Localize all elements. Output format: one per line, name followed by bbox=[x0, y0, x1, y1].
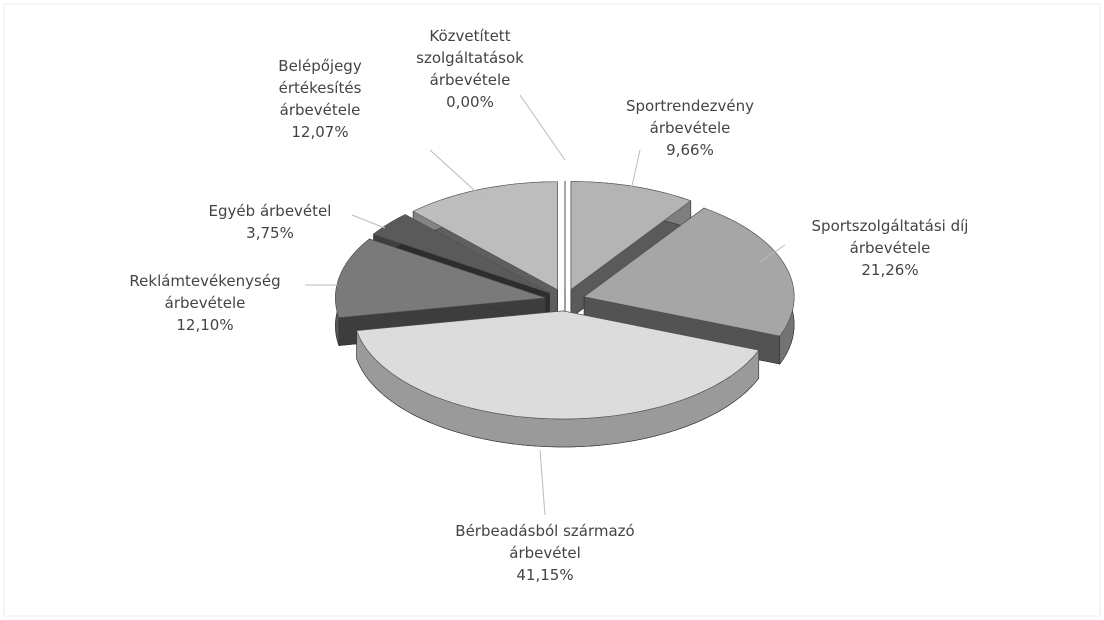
category-label: Belépőjegy értékesítés árbevétele bbox=[278, 57, 362, 119]
slice-label: Sportrendezvény árbevétele 9,66% bbox=[610, 95, 770, 161]
leader-line bbox=[429, 149, 486, 201]
slice bbox=[335, 238, 546, 318]
value-label: 41,15% bbox=[516, 566, 574, 584]
leader-line bbox=[351, 214, 386, 229]
category-label: Bérbeadásból származó árbevétel bbox=[455, 522, 635, 562]
slice-label: Reklámtevékenység árbevétele 12,10% bbox=[100, 270, 310, 336]
value-label: 0,00% bbox=[446, 93, 494, 111]
slice bbox=[570, 181, 692, 291]
category-label: Egyéb árbevétel bbox=[208, 202, 332, 220]
value-label: 9,66% bbox=[666, 141, 714, 159]
leader-line bbox=[539, 449, 546, 516]
value-label: 12,07% bbox=[291, 123, 349, 141]
category-label: Reklámtevékenység árbevétele bbox=[129, 272, 281, 312]
value-label: 3,75% bbox=[246, 224, 294, 242]
slice bbox=[583, 207, 795, 337]
slice-label: Bérbeadásból származó árbevétel 41,15% bbox=[450, 520, 640, 586]
slice-label: Sportszolgáltatási díj árbevétele 21,26% bbox=[775, 215, 1005, 281]
value-label: 21,26% bbox=[861, 261, 919, 279]
slice bbox=[372, 214, 550, 294]
slice-label: Belépőjegy értékesítés árbevétele 12,07% bbox=[260, 55, 380, 143]
slice bbox=[412, 181, 558, 291]
leader-line bbox=[629, 149, 641, 196]
category-label: Sportszolgáltatási díj árbevétele bbox=[811, 217, 969, 257]
frame bbox=[3, 3, 1101, 617]
leader-line bbox=[519, 94, 566, 161]
category-label: Sportrendezvény árbevétele bbox=[626, 97, 754, 137]
slice-label: Közvetített szolgáltatások árbevétele 0,0… bbox=[395, 25, 545, 113]
value-label: 12,10% bbox=[176, 316, 234, 334]
slice bbox=[356, 310, 760, 420]
leader-line bbox=[759, 244, 786, 263]
category-label: Közvetített szolgáltatások árbevétele bbox=[416, 27, 524, 89]
slice-label: Egyéb árbevétel 3,75% bbox=[185, 200, 355, 244]
